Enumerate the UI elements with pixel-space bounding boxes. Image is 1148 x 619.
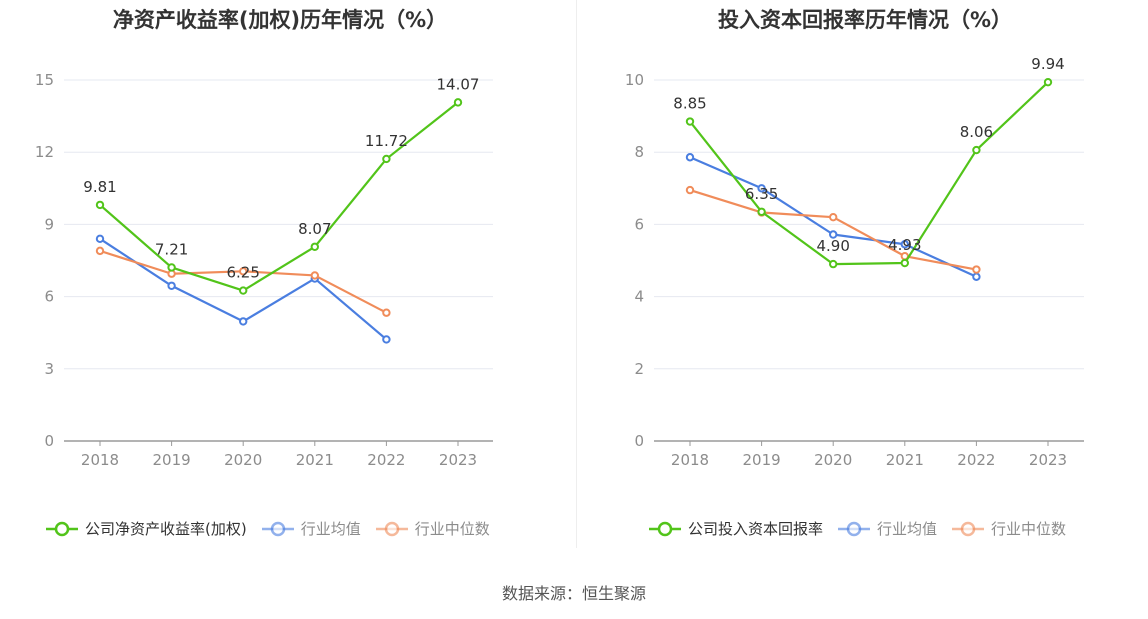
data-point <box>167 281 176 290</box>
y-tick-label: 8 <box>634 143 644 161</box>
data-label: 11.72 <box>365 132 408 150</box>
y-tick-label: 10 <box>625 71 644 89</box>
data-point <box>310 242 319 251</box>
chart-title-roe: 净资产收益率(加权)历年情况（%） <box>112 8 448 32</box>
data-source: 数据来源：恒生聚源 <box>501 584 646 603</box>
data-label: 4.93 <box>888 236 921 254</box>
y-tick-label: 15 <box>35 71 54 89</box>
legend-item[interactable]: 行业均值 <box>837 518 937 539</box>
chart-title-roic: 投入资本回报率历年情况（%） <box>717 8 1013 32</box>
data-label: 8.85 <box>673 95 706 113</box>
data-point <box>685 185 695 195</box>
series-line-0 <box>689 81 1049 266</box>
y-tick-label: 4 <box>634 288 644 306</box>
x-tick-label: 2023 <box>439 451 477 469</box>
y-tick-label: 2 <box>634 360 644 378</box>
legend-marker-icon <box>649 521 681 536</box>
data-point <box>757 207 766 216</box>
x-tick-label: 2023 <box>1029 451 1067 469</box>
x-tick-label: 2018 <box>671 451 709 469</box>
data-point <box>900 240 909 249</box>
legend-marker-icon <box>261 521 294 536</box>
y-tick-label: 3 <box>44 360 54 378</box>
roic-chart: 0 2 4 6 8 10 2018 2019 2020 2021 2022 2023 8.85 6.35 4… <box>625 55 1084 469</box>
data-point <box>1043 77 1053 87</box>
y-tick-label: 0 <box>44 432 54 450</box>
legend-item[interactable]: 公司净资产收益率(加权) <box>45 518 247 539</box>
data-point <box>382 154 391 164</box>
data-point <box>972 272 981 281</box>
data-point <box>685 153 695 162</box>
data-point <box>95 200 105 210</box>
x-tick-label: 2022 <box>367 451 405 469</box>
data-point <box>239 267 248 276</box>
data-label: 9.81 <box>83 178 116 196</box>
data-point <box>829 230 838 239</box>
x-tick-label: 2020 <box>814 451 852 469</box>
data-point <box>310 271 319 280</box>
data-point <box>972 145 981 155</box>
data-point <box>757 184 766 193</box>
legend-label: 公司投入资本回报率 <box>688 520 824 538</box>
roe-legend: 公司净资产收益率(加权) 行业均值 行业中位数 <box>45 518 504 539</box>
data-point <box>239 317 248 326</box>
x-tick-label: 2021 <box>296 451 334 469</box>
legend-label: 行业均值 <box>877 520 938 538</box>
x-tick-label: 2020 <box>224 451 262 469</box>
data-point <box>167 263 176 272</box>
data-point <box>829 259 838 269</box>
y-tick-label: 6 <box>634 215 644 233</box>
x-tick-label: 2019 <box>153 451 191 469</box>
data-point <box>382 308 391 317</box>
y-tick-label: 12 <box>35 143 54 161</box>
legend-item[interactable]: 公司投入资本回报率 <box>648 518 823 539</box>
data-label: 8.06 <box>960 123 993 141</box>
data-point <box>900 258 909 268</box>
legend-marker-icon <box>952 521 985 536</box>
y-tick-label: 0 <box>634 432 644 450</box>
series-line-0 <box>99 101 459 292</box>
chart-divider <box>576 0 577 548</box>
data-label: 7.21 <box>155 240 188 258</box>
legend-marker-icon <box>838 521 871 536</box>
legend-label: 行业均值 <box>300 520 361 538</box>
legend-marker-icon <box>46 521 78 536</box>
data-point <box>239 286 248 295</box>
data-label: 6.35 <box>745 185 778 203</box>
data-point <box>685 117 695 126</box>
data-label: 4.90 <box>816 237 849 255</box>
data-label: 14.07 <box>437 75 480 93</box>
y-tick-label: 6 <box>44 288 54 306</box>
x-tick-label: 2018 <box>81 451 119 469</box>
data-label: 6.25 <box>226 264 259 282</box>
data-point <box>972 265 981 274</box>
legend-label: 行业中位数 <box>991 520 1067 538</box>
data-point <box>453 98 463 107</box>
x-tick-label: 2021 <box>886 451 924 469</box>
legend-label: 公司净资产收益率(加权) <box>85 520 247 538</box>
data-point <box>382 335 391 344</box>
roe-chart: 0 3 6 9 12 15 2018 2019 2020 2021 2022 2023 9.81 7.21… <box>35 71 493 469</box>
legend-item[interactable]: 行业均值 <box>261 518 361 539</box>
legend-item[interactable]: 行业中位数 <box>375 518 490 539</box>
data-label: 9.94 <box>1031 55 1064 73</box>
data-label: 8.07 <box>298 220 331 238</box>
roic-legend: 公司投入资本回报率 行业均值 行业中位数 <box>648 518 1080 539</box>
x-tick-label: 2022 <box>957 451 995 469</box>
data-point <box>95 234 105 244</box>
legend-marker-icon <box>375 521 408 536</box>
data-point <box>95 246 105 256</box>
y-tick-label: 9 <box>44 215 54 233</box>
x-tick-label: 2019 <box>743 451 781 469</box>
legend-label: 行业中位数 <box>414 520 490 538</box>
data-point <box>829 212 838 222</box>
legend-item[interactable]: 行业中位数 <box>951 518 1066 539</box>
